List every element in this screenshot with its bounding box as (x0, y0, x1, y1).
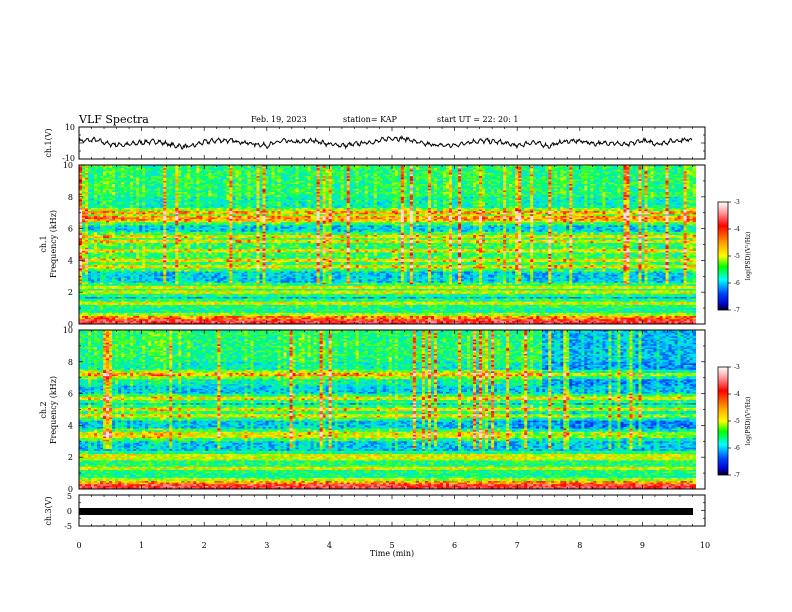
ch1-waveform-ylabel: ch.1(V) (44, 128, 53, 157)
figure-title: VLF Spectra (78, 113, 149, 126)
ch1-waveform-panel: 10 -10 ch.1(V) (44, 123, 705, 163)
station-label: station= KAP (343, 115, 398, 124)
start-time-label: start UT = 22: 20: 1 (437, 115, 518, 124)
ch1-waveform-line (79, 137, 692, 150)
ch1-spectrogram-heatmap (79, 165, 696, 324)
date-label: Feb. 19, 2023 (251, 115, 307, 124)
ch1-ytick-top: 10 (65, 123, 75, 132)
